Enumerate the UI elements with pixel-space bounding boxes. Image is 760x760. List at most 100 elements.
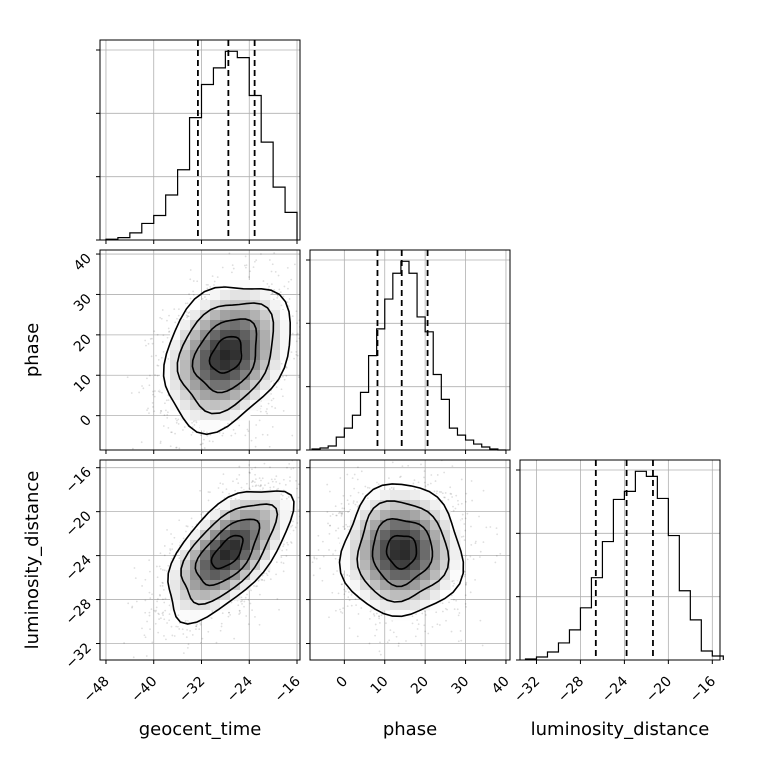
scatter-point xyxy=(189,278,192,281)
scatter-point xyxy=(252,480,254,483)
scatter-point xyxy=(185,311,188,313)
scatter-point xyxy=(280,362,283,365)
density-cell xyxy=(200,560,211,571)
scatter-point xyxy=(258,623,261,626)
density-cell xyxy=(240,410,251,421)
scatter-point xyxy=(328,478,330,480)
density-cell xyxy=(250,490,261,501)
scatter-point xyxy=(191,426,194,428)
density-cell xyxy=(240,380,251,391)
scatter-point xyxy=(177,308,180,311)
scatter-point xyxy=(218,507,221,510)
scatter-point xyxy=(271,263,274,266)
scatter-point xyxy=(261,579,264,581)
scatter-point xyxy=(254,445,257,448)
scatter-point xyxy=(248,487,251,490)
scatter-point xyxy=(275,386,278,389)
scatter-point xyxy=(265,410,268,413)
scatter-point xyxy=(301,338,303,340)
scatter-point xyxy=(141,627,143,630)
scatter-point xyxy=(163,554,166,557)
density-cell xyxy=(210,560,221,571)
scatter-point xyxy=(168,552,171,555)
scatter-point xyxy=(199,641,202,644)
density-cell xyxy=(200,420,211,431)
scatter-point xyxy=(254,436,257,439)
scatter-point xyxy=(201,297,204,300)
scatter-point xyxy=(164,609,167,612)
scatter-point xyxy=(182,429,184,431)
density-cell xyxy=(170,370,181,381)
scatter-point xyxy=(296,354,299,357)
scatter-point xyxy=(306,536,308,538)
scatter-point xyxy=(157,390,160,393)
scatter-point xyxy=(284,483,287,486)
scatter-point xyxy=(352,500,355,503)
scatter-point xyxy=(293,357,295,360)
scatter-point xyxy=(280,388,283,391)
scatter-point xyxy=(191,525,194,528)
scatter-point xyxy=(144,339,147,342)
scatter-point xyxy=(259,485,261,488)
density-cell xyxy=(210,320,221,331)
scatter-point xyxy=(178,628,181,630)
scatter-point xyxy=(268,285,271,288)
scatter-point xyxy=(291,524,294,527)
scatter-point xyxy=(146,620,148,623)
scatter-point xyxy=(189,297,192,300)
scatter-point xyxy=(282,562,285,565)
scatter-point xyxy=(185,314,188,317)
contour-level-1 xyxy=(191,318,258,394)
scatter-point xyxy=(151,402,154,404)
density-cell xyxy=(230,570,241,581)
scatter-point xyxy=(201,442,204,445)
scatter-point xyxy=(198,628,201,631)
scatter-point xyxy=(312,574,315,577)
density-cell xyxy=(230,280,241,291)
scatter-point xyxy=(168,619,171,622)
scatter-point xyxy=(407,464,410,467)
density-cell xyxy=(260,560,271,571)
scatter-point xyxy=(162,334,165,337)
scatter-point xyxy=(191,431,194,434)
scatter-point xyxy=(231,264,234,267)
scatter-point xyxy=(423,481,426,484)
scatter-point xyxy=(156,374,159,377)
scatter-point xyxy=(152,393,154,396)
scatter-point xyxy=(141,385,143,387)
density-cell xyxy=(220,400,231,411)
scatter-point xyxy=(269,578,272,581)
scatter-point xyxy=(250,589,252,592)
scatter-point xyxy=(270,399,273,402)
density-cell xyxy=(180,540,191,551)
scatter-point xyxy=(233,637,236,640)
histogram-step-luminosity_distance xyxy=(524,470,724,660)
scatter-point xyxy=(240,600,242,603)
scatter-point xyxy=(148,384,151,387)
scatter-point xyxy=(250,481,253,484)
scatter-point xyxy=(130,392,133,394)
scatter-point xyxy=(290,541,292,543)
density-cell xyxy=(180,560,191,571)
scatter-point xyxy=(190,434,193,436)
scatter-point xyxy=(271,426,274,428)
density-cell xyxy=(250,360,261,371)
scatter-point xyxy=(275,475,278,478)
histogram-geocent_time xyxy=(96,39,301,244)
density-cell xyxy=(280,510,291,521)
scatter-point xyxy=(208,440,211,443)
density-cell xyxy=(210,600,221,611)
density-cell xyxy=(250,380,261,391)
density-cell xyxy=(230,590,241,601)
density-cell xyxy=(240,330,251,341)
scatter-point xyxy=(166,622,168,624)
scatter-point xyxy=(274,407,277,409)
scatter-point xyxy=(290,468,293,470)
scatter-point xyxy=(290,351,293,353)
scatter-point xyxy=(234,432,237,435)
scatter-point xyxy=(238,473,241,476)
density-cell xyxy=(220,380,231,391)
scatter-point xyxy=(219,629,222,632)
scatter-point xyxy=(213,280,216,283)
